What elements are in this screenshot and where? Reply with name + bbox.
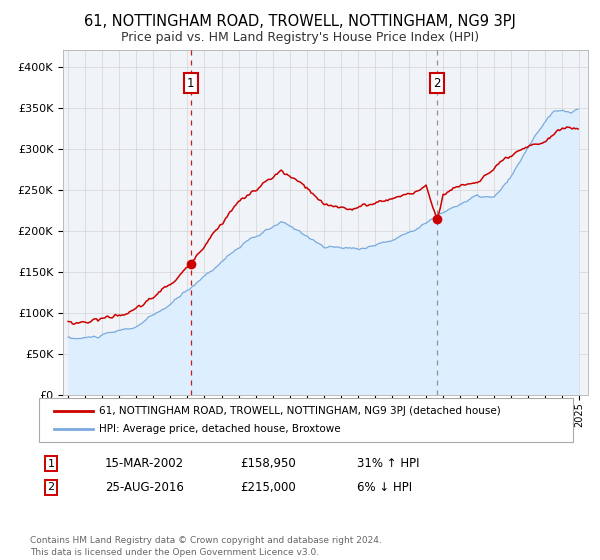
Text: 2: 2 [433, 77, 441, 90]
Text: 1: 1 [187, 77, 194, 90]
Text: £158,950: £158,950 [240, 457, 296, 470]
Text: 25-AUG-2016: 25-AUG-2016 [105, 480, 184, 494]
Text: £215,000: £215,000 [240, 480, 296, 494]
Text: 61, NOTTINGHAM ROAD, TROWELL, NOTTINGHAM, NG9 3PJ (detached house): 61, NOTTINGHAM ROAD, TROWELL, NOTTINGHAM… [99, 406, 501, 416]
Text: 61, NOTTINGHAM ROAD, TROWELL, NOTTINGHAM, NG9 3PJ: 61, NOTTINGHAM ROAD, TROWELL, NOTTINGHAM… [84, 14, 516, 29]
Text: Contains HM Land Registry data © Crown copyright and database right 2024.
This d: Contains HM Land Registry data © Crown c… [30, 536, 382, 557]
Text: 31% ↑ HPI: 31% ↑ HPI [357, 457, 419, 470]
Text: 6% ↓ HPI: 6% ↓ HPI [357, 480, 412, 494]
Text: 15-MAR-2002: 15-MAR-2002 [105, 457, 184, 470]
Text: 1: 1 [47, 459, 55, 469]
Text: Price paid vs. HM Land Registry's House Price Index (HPI): Price paid vs. HM Land Registry's House … [121, 31, 479, 44]
Text: HPI: Average price, detached house, Broxtowe: HPI: Average price, detached house, Brox… [99, 424, 341, 434]
Text: 2: 2 [47, 482, 55, 492]
